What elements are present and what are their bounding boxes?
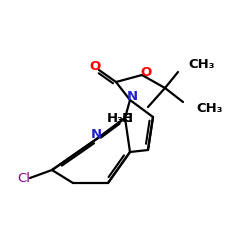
Text: Cl: Cl: [18, 172, 30, 184]
Text: N: N: [126, 90, 138, 104]
Text: O: O: [90, 60, 101, 74]
Text: H: H: [122, 112, 133, 124]
Text: O: O: [140, 66, 151, 78]
Text: CH₃: CH₃: [188, 58, 214, 71]
Text: H₃C: H₃C: [106, 112, 133, 124]
Text: N: N: [90, 128, 102, 141]
Text: CH₃: CH₃: [196, 102, 222, 114]
